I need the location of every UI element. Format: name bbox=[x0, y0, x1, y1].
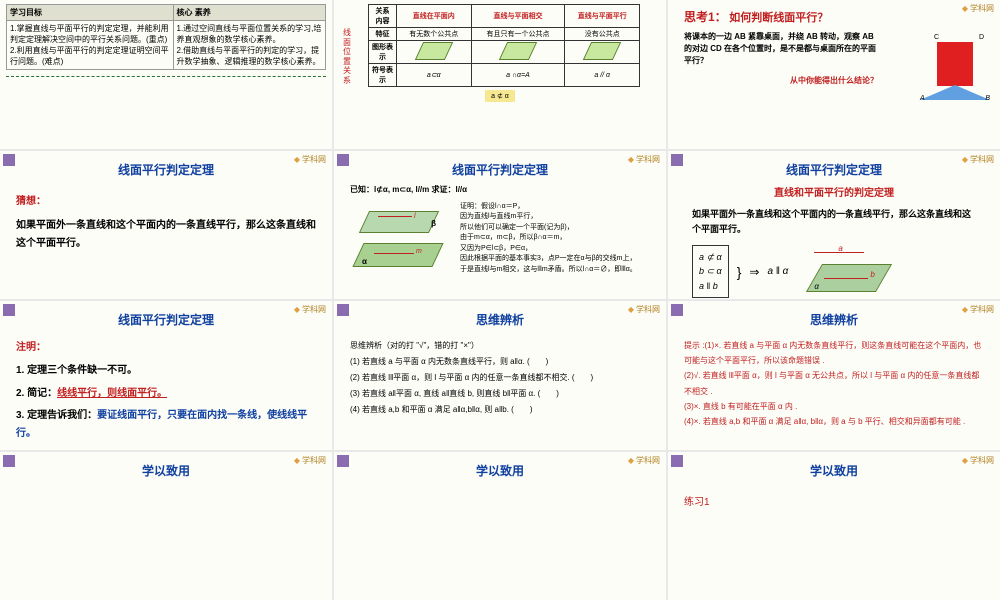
objectives-table: 学习目标核心 素养 1.掌握直线与平面平行的判定定理，并能利用判定定理解决空间中… bbox=[6, 4, 326, 70]
sub: 注明： bbox=[16, 338, 316, 353]
logo: 学科网 bbox=[628, 154, 660, 165]
goal-1: 1.掌握直线与平面平行的判定定理，并能利用判定定理解决空间中的平行关系问题。(重… bbox=[10, 23, 170, 45]
side-label: 线面位置关系 bbox=[340, 28, 354, 86]
divider bbox=[6, 76, 326, 77]
body: 如果平面外一条直线和这个平面内的一条直线平行，那么这条直线和这个平面平行。 bbox=[16, 217, 316, 253]
logo: 学科网 bbox=[294, 455, 326, 466]
title: 线面平行判定定理 bbox=[674, 161, 994, 180]
a4: (4)×. 若直线 a,b 和平面 α 满足 a‖α, b‖α，则 a 与 b … bbox=[684, 414, 984, 429]
logo: 学科网 bbox=[962, 3, 994, 14]
corner-icon bbox=[3, 154, 15, 166]
slide-5: 学科网 线面平行判定定理 已知：l⊄α, m⊂α, l//m 求证：l//α l… bbox=[334, 151, 666, 300]
title: 思维辨析 bbox=[340, 311, 660, 328]
sub: 直线和平面平行的判定定理 bbox=[674, 184, 994, 199]
intro: 思维辨析（对的打 "√"，错的打 "×"） bbox=[350, 338, 650, 354]
col-core: 核心 素养 bbox=[173, 5, 326, 21]
slide-1: 学习目标核心 素养 1.掌握直线与平面平行的判定定理，并能利用判定定理解决空间中… bbox=[0, 0, 332, 149]
slide-6: 学科网 线面平行判定定理 直线和平面平行的判定定理 如果平面外一条直线和这个平面… bbox=[668, 151, 1000, 300]
ex-label: 练习1 bbox=[674, 489, 994, 512]
given: 已知：l⊄α, m⊂α, l//m 求证：l//α bbox=[350, 184, 650, 196]
q1: (1) 若直线 a 与平面 α 内无数条直线平行，则 a‖α. ( ) bbox=[350, 354, 650, 370]
slide-10: 学科网 学以致用 bbox=[0, 452, 332, 600]
proof-text: 证明：假设l∩α＝P，因为直线l与直线m平行，所以他们可以确定一个平面(记为β)… bbox=[460, 202, 660, 276]
think-body: 将课本的一边 AB 紧靠桌面，并绕 AB 转动，观察 AB 的对边 CD 在各个… bbox=[684, 31, 882, 67]
highlight: a ⊄ α bbox=[485, 90, 515, 102]
corner-icon bbox=[337, 304, 349, 316]
a2: (2)√. 若直线 l‖平面 α，则 l 与平面 α 无公共点，所以 l 与平面… bbox=[684, 368, 984, 398]
logo: 学科网 bbox=[962, 455, 994, 466]
slide-3: 学科网 思考1： 如何判断线面平行？ 将课本的一边 AB 紧靠桌面，并绕 AB … bbox=[668, 0, 1000, 149]
slide-9: 学科网 思维辨析 提示 :(1)×. 若直线 a 与平面 α 内无数条直线平行，… bbox=[668, 301, 1000, 450]
corner-icon bbox=[671, 455, 683, 467]
think-q: 如何判断线面平行？ bbox=[729, 12, 828, 24]
logo: 学科网 bbox=[962, 154, 994, 165]
logo: 学科网 bbox=[294, 154, 326, 165]
think-label: 思考1： bbox=[684, 10, 727, 24]
col-goals: 学习目标 bbox=[7, 5, 174, 21]
title: 线面平行判定定理 bbox=[6, 161, 326, 180]
slide-7: 学科网 线面平行判定定理 注明： 1. 定理三个条件缺一不可。 2. 简记：线线… bbox=[0, 301, 332, 450]
p1: 1. 定理三个条件缺一不可。 bbox=[16, 361, 316, 376]
a1: 提示 :(1)×. 若直线 a 与平面 α 内无数条直线平行，则这条直线可能在这… bbox=[684, 338, 984, 368]
title: 学以致用 bbox=[340, 462, 660, 479]
logo: 学科网 bbox=[962, 304, 994, 315]
title: 思维辨析 bbox=[674, 311, 994, 328]
logo: 学科网 bbox=[628, 304, 660, 315]
sub: 猜想： bbox=[16, 192, 316, 207]
title: 线面平行判定定理 bbox=[340, 161, 660, 180]
corner-icon bbox=[337, 455, 349, 467]
corner-icon bbox=[671, 304, 683, 316]
logo: 学科网 bbox=[294, 304, 326, 315]
proof-diagram: l β m α bbox=[350, 211, 440, 271]
title: 学以致用 bbox=[6, 462, 326, 479]
book-diagram: C D A B bbox=[920, 40, 990, 100]
corner-icon bbox=[3, 455, 15, 467]
title: 线面平行判定定理 bbox=[6, 311, 326, 330]
q4: (4) 若直线 a,b 和平面 α 满足 a‖α,b‖α, 则 a‖b. ( ) bbox=[350, 402, 650, 418]
q3: (3) 若直线 a‖平面 α, 直线 a‖直线 b, 则直线 b‖平面 α. (… bbox=[350, 386, 650, 402]
notation-row: a ⊄ αb ⊂ αa ‖ b }⇒ a ‖ α a b α bbox=[692, 245, 976, 298]
body: 如果平面外一条直线和这个平面内的一条直线平行，那么这条直线和这个平面平行。 bbox=[692, 207, 976, 238]
slide-4: 学科网 线面平行判定定理 猜想： 如果平面外一条直线和这个平面内的一条直线平行，… bbox=[0, 151, 332, 300]
core-2: 2.借助直线与平面平行的判定的学习，提升数学抽象、逻辑推理的数学核心素养。 bbox=[177, 45, 323, 67]
core-1: 1.通过空间直线与平面位置关系的学习,培养直观想象的数学核心素养。 bbox=[177, 23, 323, 45]
corner-icon bbox=[337, 154, 349, 166]
slide-12: 学科网 学以致用 练习1 bbox=[668, 452, 1000, 600]
slide-8: 学科网 思维辨析 思维辨析（对的打 "√"，错的打 "×"） (1) 若直线 a… bbox=[334, 301, 666, 450]
logo: 学科网 bbox=[628, 455, 660, 466]
a3: (3)×. 直线 b 有可能在平面 α 内 . bbox=[684, 399, 984, 414]
slide-11: 学科网 学以致用 bbox=[334, 452, 666, 600]
slide-2: 线面位置关系 关系内容直线在平面内直线与平面相交直线与平面平行 特征有无数个公共… bbox=[334, 0, 666, 149]
corner-icon bbox=[3, 304, 15, 316]
relation-table: 关系内容直线在平面内直线与平面相交直线与平面平行 特征有无数个公共点有且只有一个… bbox=[368, 4, 640, 87]
title: 学以致用 bbox=[674, 462, 994, 479]
q2: (2) 若直线 l‖平面 α，则 l 与平面 α 内的任意一条直线都不相交. (… bbox=[350, 370, 650, 386]
corner-icon bbox=[671, 154, 683, 166]
goal-2: 2.利用直线与平面平行的判定定理证明空间平行问题。(难点) bbox=[10, 45, 170, 67]
